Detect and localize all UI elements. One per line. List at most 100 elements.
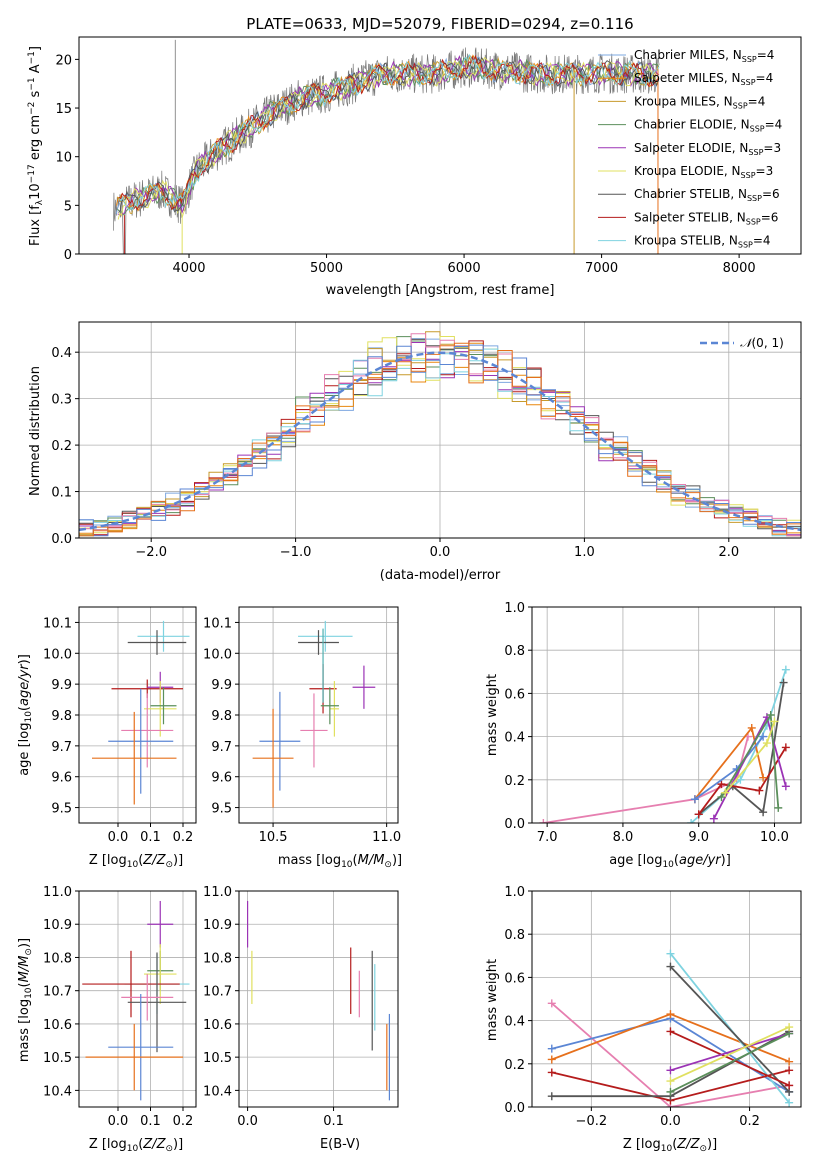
y-tick-label: 15: [55, 102, 72, 117]
error-cross-8: [92, 711, 177, 805]
y-tick-label: 10.9: [43, 918, 72, 933]
legend-label: Kroupa ELODIE, NSSP=3: [634, 164, 773, 180]
weight-marker: [781, 743, 790, 752]
x-tick-label: 7000: [585, 261, 618, 276]
y-tick-label: 9.5: [51, 802, 72, 817]
panel-5: 7.0 8.0 9.0 10.0 0.0 0.2 0.4 0.6 0.8 1.0: [504, 601, 802, 845]
y-tick-label: 9.7: [211, 740, 232, 755]
error-cross-7: [108, 688, 174, 794]
axes-frame: [78, 36, 802, 255]
panel6-xlabel: Z [log10(Z/Z⊙)]: [89, 1137, 183, 1154]
weight-line-3: [697, 746, 787, 815]
error-cross-0: [137, 620, 190, 652]
y-tick-label: 0: [64, 248, 72, 263]
hist-xlabel: (data-model)/error: [380, 568, 501, 583]
y-tick-label: 0.4: [504, 731, 525, 746]
y-tick-label: 11.0: [43, 885, 72, 900]
y-tick-label: 10.4: [43, 1084, 72, 1099]
x-tick-label: 0.1: [323, 1114, 344, 1129]
hist-legend-label: 𝒩(0, 1): [740, 336, 784, 350]
weight-marker: [781, 665, 790, 674]
weight-marker: [687, 819, 696, 823]
error-cross-5: [320, 687, 339, 725]
plot-area: [79, 322, 801, 538]
y-tick-label: 0.0: [504, 817, 525, 832]
weight-marker: [547, 999, 556, 1008]
x-tick-label: 0.2: [173, 1114, 194, 1129]
weight-marker: [717, 793, 726, 802]
error-cross-1: [298, 630, 339, 655]
weight-marker: [666, 962, 675, 971]
weight-line-8: [670, 1032, 790, 1072]
y-tick-label: 9.6: [51, 771, 72, 786]
y-tick-label: 0.8: [504, 928, 525, 943]
weight-marker: [547, 1055, 556, 1064]
x-tick-label: 0.0: [660, 1114, 681, 1129]
x-tick-label: 0.0: [108, 1114, 129, 1129]
y-tick-label: 10.8: [43, 951, 72, 966]
weight-marker: [547, 1044, 556, 1053]
weight-line-1: [690, 669, 787, 823]
x-tick-label: 11.0: [372, 830, 401, 845]
y-tick-label: 10.5: [43, 1051, 72, 1066]
error-cross-4: [82, 950, 180, 1018]
model-spectrum-2: [116, 54, 659, 215]
x-tick-label: −1.0: [280, 545, 312, 560]
y-tick-label: 9.8: [211, 709, 232, 724]
weight-marker: [779, 678, 788, 687]
weight-marker: [759, 808, 768, 817]
weight-marker: [762, 739, 771, 748]
y-tick-label: 10.5: [203, 1051, 232, 1066]
weight-marker: [747, 723, 756, 732]
x-tick-label: 8000: [723, 261, 756, 276]
weight-marker: [785, 1066, 794, 1075]
weight-line-6: [669, 965, 790, 1093]
y-tick-label: 10.0: [203, 647, 232, 662]
panel-2: −2.0 −1.0 0.0 1.0 2.0 0.0 0.1 0.2 0.3 0.4: [51, 321, 802, 560]
axes-frame: [78, 606, 197, 824]
x-tick-label: 8.0: [613, 830, 634, 845]
weight-marker: [666, 1010, 675, 1019]
y-tick-label: 0.1: [51, 486, 72, 501]
error-cross-7: [259, 691, 301, 791]
residual-histogram-11: [79, 342, 801, 537]
y-tick-label: 5: [64, 199, 72, 214]
legend-label: Chabrier MILES, NSSP=4: [634, 48, 774, 64]
y-tick-label: 10.1: [43, 616, 72, 631]
weight-line-9: [670, 1032, 790, 1093]
error-cross-3: [352, 665, 376, 709]
weight-marker: [785, 1081, 794, 1090]
weight-marker: [547, 1068, 556, 1077]
legend-label: Salpeter STELIB, NSSP=6: [634, 210, 778, 226]
y-tick-label: 0.2: [504, 774, 525, 789]
panel8-ylabel: mass weight: [485, 959, 500, 1041]
panel3-ylabel: age [log10(age/yr)]: [17, 654, 34, 776]
panel-4: 10.5 11.0 9.5 9.6 9.7 9.8 9.9 10.0 10.1: [203, 606, 401, 845]
y-tick-label: 0.2: [51, 439, 72, 454]
x-tick-label: 9.0: [688, 830, 709, 845]
panel4-xlabel: mass [log10(M/M⊙)]: [278, 853, 402, 870]
y-tick-label: 10.6: [43, 1018, 72, 1033]
svg-text:Flux [fλ10−17 erg cm−2 s−1 A−1: Flux [fλ10−17 erg cm−2 s−1 A−1]: [27, 46, 45, 246]
model-spectrum-8: [119, 53, 660, 212]
panel5-xlabel: age [log10(age/yr)]: [609, 853, 731, 870]
x-tick-label: 0.0: [237, 1114, 258, 1129]
error-cross-5: [127, 952, 187, 1053]
weight-marker: [694, 810, 703, 819]
panel8-xlabel: Z [log10(Z/Z⊙)]: [623, 1137, 717, 1154]
panel-8: −0.2 0.0 0.2 0.0 0.2 0.4 0.6 0.8 1.0: [504, 885, 802, 1129]
weight-line-7: [670, 1030, 790, 1087]
gaussian-curve: [79, 351, 801, 532]
y-tick-label: 9.7: [51, 740, 72, 755]
legend-label: Chabrier ELODIE, NSSP=4: [634, 118, 782, 134]
weight-line-0: [543, 736, 749, 823]
x-tick-label: 5000: [310, 261, 343, 276]
weight-marker: [666, 1087, 675, 1096]
x-tick-label: 10.5: [259, 830, 288, 845]
spectrum-xlabel: wavelength [Angstrom, rest frame]: [326, 283, 555, 298]
weight-marker: [547, 1092, 556, 1101]
weight-line-10: [670, 1026, 790, 1082]
hist-ylabel: Normed distribution: [28, 366, 43, 496]
y-tick-label: 10.0: [43, 647, 72, 662]
